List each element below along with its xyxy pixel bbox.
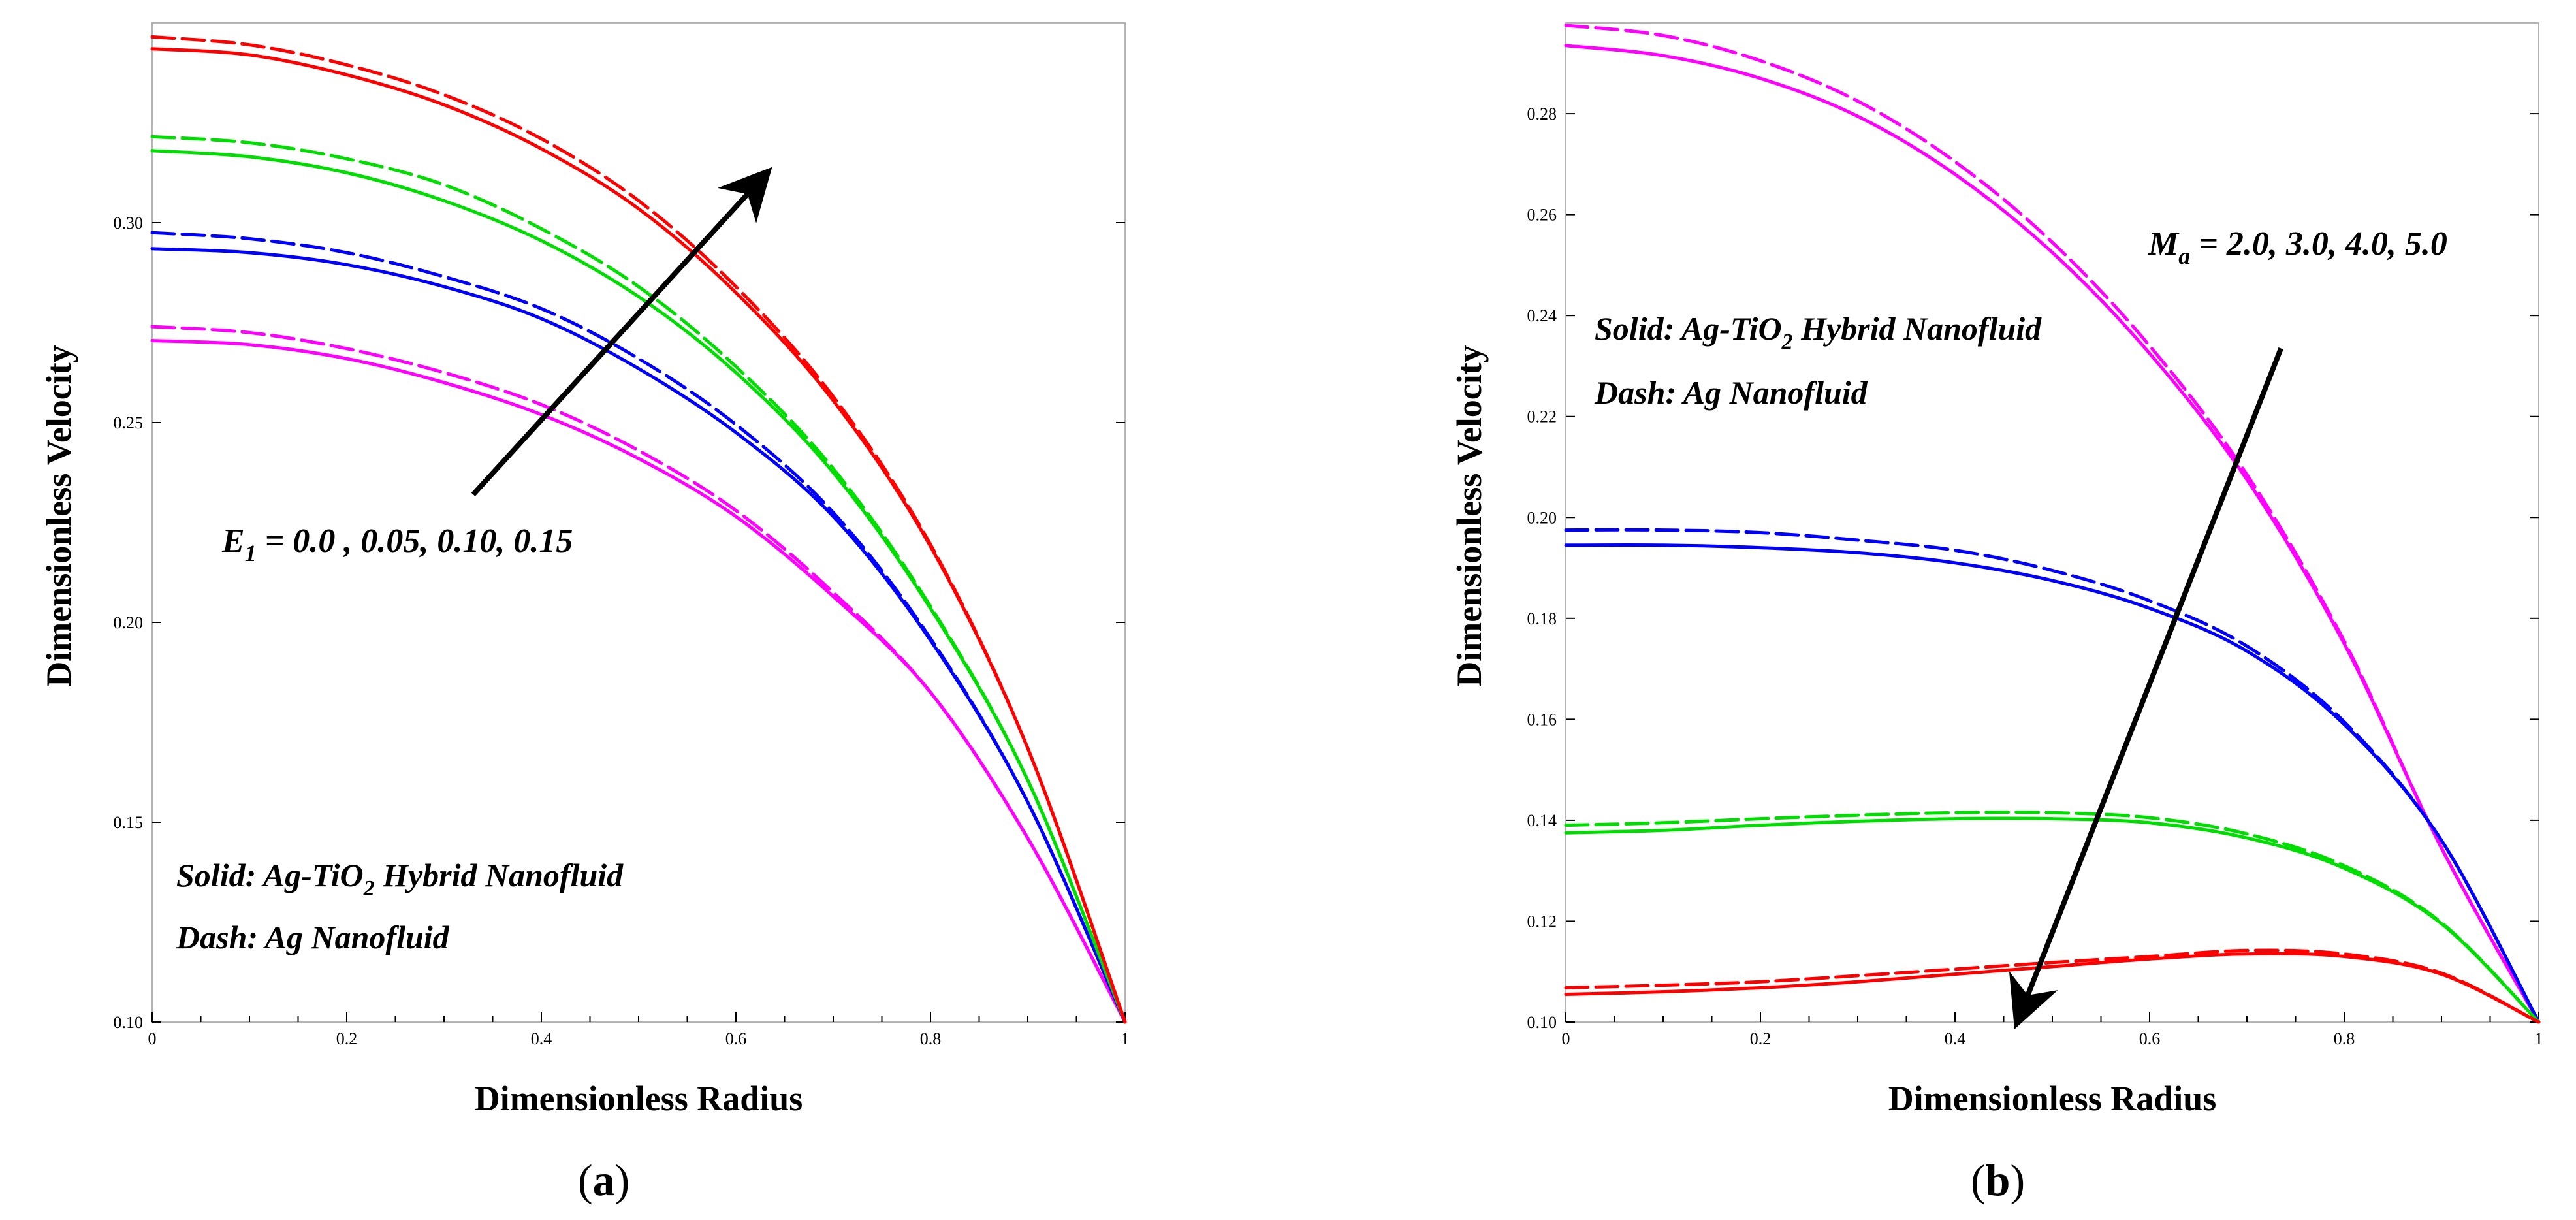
- y-tick-label: 0.24: [1527, 306, 1557, 325]
- y-tick-label: 0.25: [114, 413, 144, 432]
- series-line-dashed: E1 = 0.0 (Ag): [150, 325, 1127, 1024]
- trend-arrow-a: [471, 167, 772, 496]
- series-line-solid: Ma = 2.0 (Ag-TiO2): [1564, 44, 2541, 1024]
- y-tick-label: 0.30: [114, 214, 144, 233]
- param-label-a: E1 = 0.0 , 0.05, 0.10, 0.15: [221, 522, 573, 566]
- y-axis-title-a: Dimensionless Velocity: [39, 345, 78, 687]
- y-tick-label: 0.16: [1527, 710, 1557, 729]
- x-tick-label: 0.8: [920, 1029, 942, 1048]
- series-line-dashed: E1 = 0.05 (Ag): [150, 231, 1127, 1024]
- y-tick-label: 0.26: [1527, 206, 1557, 225]
- y-tick-label: 0.20: [114, 613, 144, 632]
- y-axis-ticks-b: 0.10 0.12 0.14 0.16 0.18 0.20 0.22 0.24 0.26 0.28: [1527, 104, 2539, 1032]
- series-line-dashed: Ma = 5.0 (Ag): [1564, 948, 2541, 1024]
- param-label-b: Ma = 2.0, 3.0, 4.0, 5.0: [2148, 225, 2447, 269]
- series-curves-b: Ma = 2.0 (Ag-TiO2)Ma = 2.0 (Ag)Ma = 3.0 …: [1564, 24, 2541, 1024]
- x-axis-title-a: Dimensionless Radius: [475, 1079, 803, 1118]
- series-line-solid: Ma = 4.0 (Ag-TiO2): [1564, 816, 2541, 1024]
- series-line-solid: Ma = 3.0 (Ag-TiO2): [1564, 543, 2541, 1024]
- caption-b: (b): [1971, 1155, 2025, 1205]
- series-curves-a: E1 = 0.0 (Ag-TiO2)E1 = 0.0 (Ag)E1 = 0.05…: [150, 35, 1127, 1024]
- y-tick-label: 0.12: [1527, 912, 1557, 931]
- x-axis-title-b: Dimensionless Radius: [1888, 1079, 2217, 1118]
- x-tick-label: 1: [1121, 1029, 1130, 1048]
- y-axis-ticks-a: 0.10 0.15 0.20 0.25 0.30: [114, 214, 1125, 1032]
- y-tick-label: 0.15: [114, 813, 144, 832]
- series-line-dashed: E1 = 0.15 (Ag): [150, 35, 1127, 1024]
- caption-a: (a): [578, 1155, 629, 1205]
- legend-dash-a: Dash: Ag Nanofluid: [176, 919, 450, 955]
- x-tick-label: 0: [1562, 1029, 1570, 1048]
- series-line-solid: E1 = 0.05 (Ag-TiO2): [150, 247, 1127, 1024]
- y-axis-title-b: Dimensionless Velocity: [1450, 345, 1489, 687]
- x-tick-label: 0.8: [2334, 1029, 2355, 1048]
- y-tick-label: 0.10: [114, 1013, 144, 1032]
- legend-dash-b: Dash: Ag Nanofluid: [1594, 374, 1868, 411]
- x-tick-label: 0.6: [725, 1029, 747, 1048]
- y-tick-label: 0.14: [1527, 811, 1557, 830]
- series-line-dashed: Ma = 3.0 (Ag): [1564, 528, 2541, 1024]
- x-tick-label: 1: [2535, 1029, 2543, 1048]
- x-tick-label: 0.2: [1750, 1029, 1772, 1048]
- series-line-dashed: Ma = 2.0 (Ag): [1564, 24, 2541, 1024]
- panel-b: 0.100.120.140.160.180.200.220.240.260.28…: [1450, 22, 2543, 1205]
- x-axis-ticks-b: 0 0.2 0.4 0.6 0.8 1: [1562, 1012, 2543, 1048]
- plot-frame-b: [1565, 22, 2539, 1023]
- x-tick-label: 0: [148, 1029, 157, 1048]
- y-tick-label: 0.28: [1527, 104, 1557, 123]
- trend-arrow-b: [2009, 347, 2283, 1030]
- series-line-dashed: Ma = 4.0 (Ag): [1564, 811, 2541, 1024]
- legend-solid-a: Solid: Ag-TiO2 Hybrid Nanofluid: [176, 857, 624, 901]
- x-axis-ticks-a: 0 0.2 0.4 0.6 0.8 1: [148, 1012, 1130, 1048]
- y-tick-label: 0.10: [1527, 1013, 1557, 1032]
- panel-a: 0.10 0.15 0.20 0.25 0.30 0 0.2 0.4 0.6 0.8 1 E1 =…: [39, 22, 1130, 1205]
- y-tick-label: 0.18: [1527, 609, 1557, 628]
- legend-solid-b: Solid: Ag-TiO2 Hybrid Nanofluid: [1595, 310, 2042, 354]
- series-line-dashed: E1 = 0.10 (Ag): [150, 135, 1127, 1024]
- x-tick-label: 0.4: [531, 1029, 552, 1048]
- x-tick-label: 0.4: [1945, 1029, 1966, 1048]
- x-tick-label: 0.6: [2139, 1029, 2161, 1048]
- y-tick-label: 0.22: [1527, 408, 1557, 426]
- x-tick-label: 0.2: [336, 1029, 358, 1048]
- y-tick-label: 0.20: [1527, 508, 1557, 527]
- series-line-solid: Ma = 5.0 (Ag-TiO2): [1564, 952, 2541, 1024]
